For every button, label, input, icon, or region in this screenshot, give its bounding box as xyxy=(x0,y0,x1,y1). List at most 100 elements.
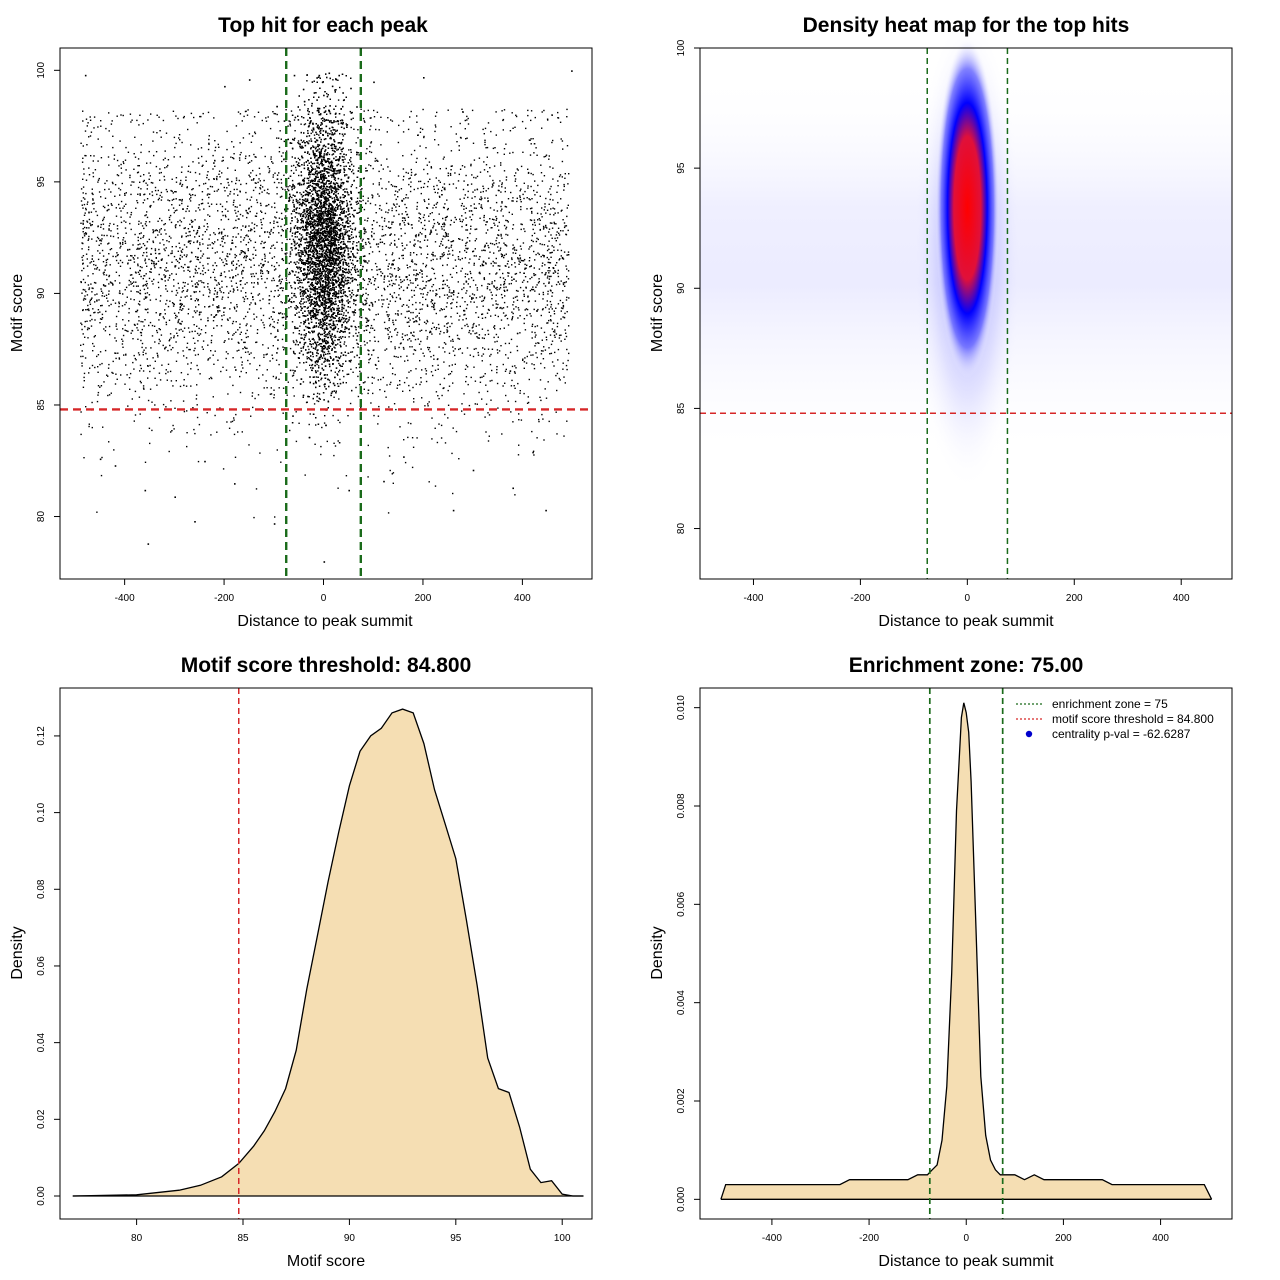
scatter-point xyxy=(558,232,560,234)
scatter-point xyxy=(257,283,259,285)
scatter-point xyxy=(459,315,461,317)
scatter-point xyxy=(540,314,542,317)
scatter-point xyxy=(251,222,253,224)
scatter-point xyxy=(308,140,310,142)
scatter-point xyxy=(193,291,195,293)
scatter-point xyxy=(182,117,185,119)
scatter-point xyxy=(199,313,201,315)
scatter-point xyxy=(181,248,184,251)
scatter-point xyxy=(122,319,124,321)
scatter-point xyxy=(201,270,204,272)
scatter-point xyxy=(102,218,105,220)
scatter-point xyxy=(341,150,343,153)
scatter-point xyxy=(370,327,372,329)
scatter-point xyxy=(352,259,354,262)
scatter-point xyxy=(427,253,429,255)
scatter-point xyxy=(101,304,103,307)
scatter-point xyxy=(331,217,333,219)
scatter-point xyxy=(82,178,84,180)
scatter-point xyxy=(487,244,489,247)
scatter-point xyxy=(356,294,358,296)
scatter-point xyxy=(426,294,428,296)
scatter-point xyxy=(347,279,350,282)
scatter-point xyxy=(548,281,550,283)
scatter-point xyxy=(444,413,446,416)
scatter-point xyxy=(180,265,183,268)
scatter-point xyxy=(523,295,525,297)
scatter-point xyxy=(193,428,195,431)
scatter-point xyxy=(409,279,411,282)
scatter-point xyxy=(312,168,315,170)
scatter-point xyxy=(520,228,522,231)
scatter-point xyxy=(482,264,485,267)
scatter-point xyxy=(401,245,404,247)
scatter-point xyxy=(198,304,200,306)
scatter-point xyxy=(375,212,377,214)
scatter-point xyxy=(198,334,200,336)
scatter-point xyxy=(512,224,515,226)
scatter-point xyxy=(433,188,435,190)
scatter-point xyxy=(406,278,409,281)
scatter-point xyxy=(125,286,128,289)
scatter-point xyxy=(435,328,437,331)
scatter-point xyxy=(231,338,233,340)
scatter-point xyxy=(377,360,380,362)
scatter-point xyxy=(279,130,281,132)
scatter-point xyxy=(252,286,255,288)
scatter-point xyxy=(470,376,472,379)
scatter-point xyxy=(547,261,549,264)
scatter-point xyxy=(558,234,561,236)
scatter-point xyxy=(422,352,424,354)
scatter-point xyxy=(365,170,367,172)
scatter-point xyxy=(87,308,90,310)
scatter-point xyxy=(386,328,388,330)
scatter-point xyxy=(258,293,261,295)
scatter-point xyxy=(433,326,435,328)
scatter-point xyxy=(475,325,477,327)
scatter-point xyxy=(509,351,512,354)
scatter-point xyxy=(208,288,210,290)
scatter-point xyxy=(87,122,89,124)
scatter-point xyxy=(543,256,545,258)
scatter-point xyxy=(117,254,119,256)
scatter-point xyxy=(92,175,95,178)
scatter-point xyxy=(229,193,231,195)
scatter-point xyxy=(445,246,448,248)
scatter-point xyxy=(409,177,411,179)
scatter-point xyxy=(552,207,554,209)
scatter-point xyxy=(365,325,367,328)
scatter-point xyxy=(208,142,210,144)
scatter-point xyxy=(82,120,84,122)
scatter-point xyxy=(491,282,493,285)
scatter-point xyxy=(378,184,380,186)
scatter-point xyxy=(127,262,129,264)
scatter-point xyxy=(519,258,521,260)
scatter-point xyxy=(86,203,88,205)
scatter-point xyxy=(178,204,181,206)
scatter-point xyxy=(299,362,301,364)
scatter-point xyxy=(523,361,526,363)
scatter-point xyxy=(170,380,173,382)
scatter-point xyxy=(142,351,144,353)
scatter-point xyxy=(408,310,410,312)
scatter-point xyxy=(338,319,341,321)
scatter-point xyxy=(139,114,141,116)
scatter-point xyxy=(471,298,473,300)
scatter-point xyxy=(471,109,474,112)
scatter-point xyxy=(564,225,566,227)
scatter-point xyxy=(115,323,118,325)
scatter-point xyxy=(293,187,295,189)
scatter-point xyxy=(410,181,412,183)
scatter-point xyxy=(211,186,214,188)
scatter-point xyxy=(449,325,451,328)
scatter-point xyxy=(235,246,237,248)
scatter-point xyxy=(520,165,523,168)
scatter-point xyxy=(557,275,560,278)
scatter-point xyxy=(368,304,371,307)
scatter-point xyxy=(166,190,168,193)
scatter-point xyxy=(198,311,201,313)
scatter-point xyxy=(253,313,255,315)
scatter-point xyxy=(133,323,136,326)
scatter-point xyxy=(197,368,199,371)
scatter-point xyxy=(527,401,530,404)
